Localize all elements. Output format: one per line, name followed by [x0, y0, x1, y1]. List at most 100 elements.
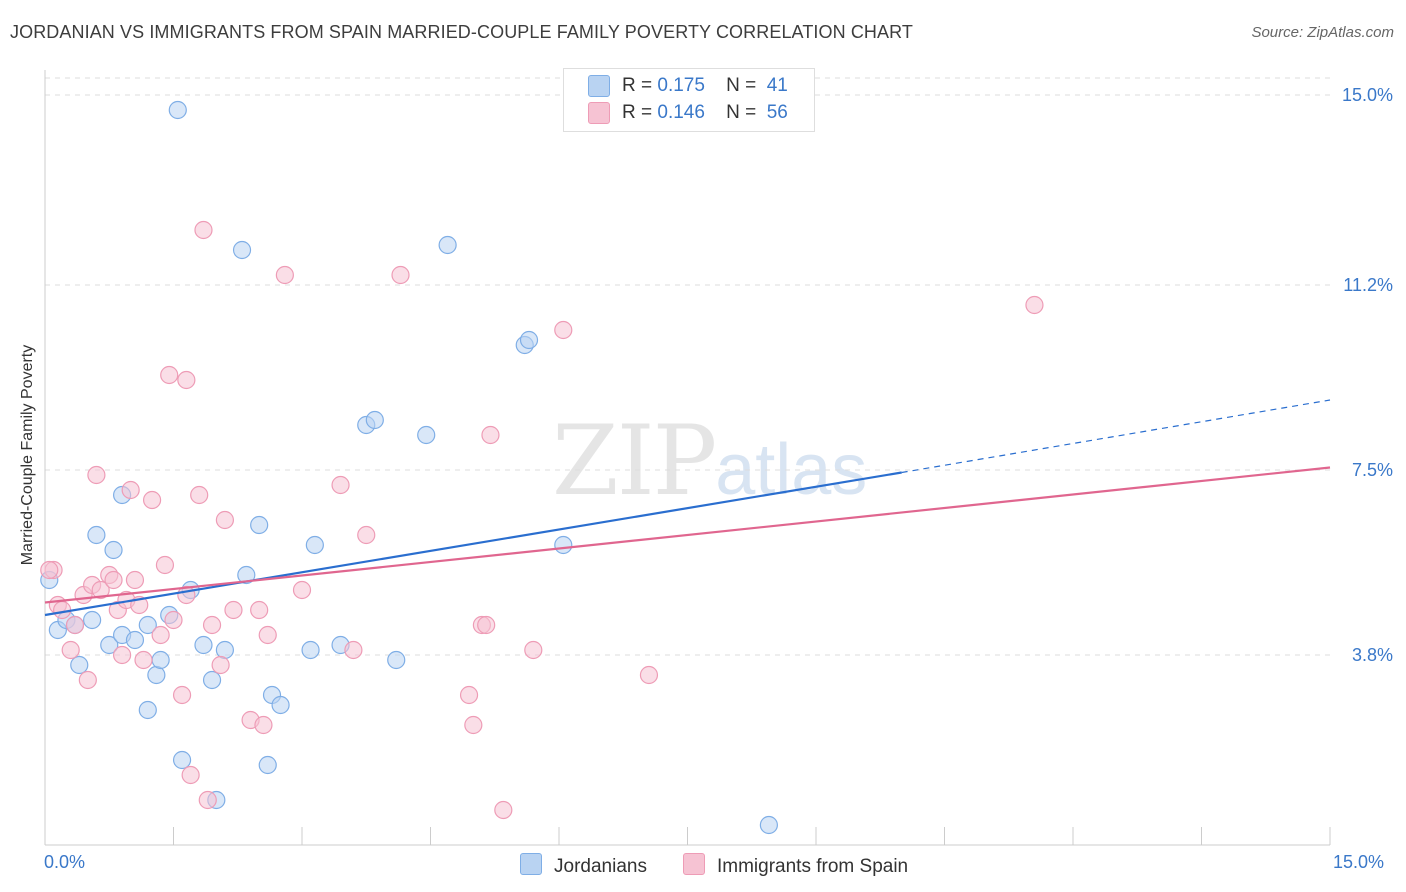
bottom-legend-swatch-pink — [683, 853, 705, 875]
pink-data-point — [172, 685, 192, 705]
pink-data-point — [134, 650, 153, 670]
pink-data-point — [331, 475, 350, 495]
pink-data-point — [65, 615, 85, 635]
legend-n-label: N = — [726, 102, 757, 124]
pink-data-point — [177, 370, 196, 390]
blue-data-point — [83, 610, 102, 630]
y-axis-label: Married-Couple Family Poverty — [19, 344, 36, 566]
pink-data-point — [494, 800, 513, 820]
blue-data-point — [271, 695, 290, 715]
y-tick-label: 3.8% — [1352, 645, 1393, 665]
pink-data-point — [459, 685, 479, 705]
bottom-legend-spain: Immigrants from Spain — [683, 853, 908, 878]
watermark: ZIPatlas — [552, 405, 867, 517]
pink-data-point — [121, 480, 140, 500]
pink-data-point — [40, 560, 59, 580]
x-tick-label-max: 15.0% — [1333, 852, 1385, 872]
blue-data-point — [232, 240, 252, 260]
blue-data-point — [417, 425, 436, 445]
legend-r-value: 0.175 — [657, 75, 705, 97]
pink-data-point — [202, 615, 222, 635]
blue-data-point — [554, 535, 573, 555]
bottom-legend-label: Immigrants from Spain — [717, 856, 909, 877]
legend: R = 0.175 N = 41 R = 0.146 N = 56 — [563, 68, 815, 132]
pink-data-point — [481, 425, 500, 445]
x-tick-label-min: 0.0% — [44, 852, 86, 872]
blue-data-point — [168, 100, 187, 120]
y-tick-label: 11.2% — [1343, 275, 1393, 295]
pink-data-point — [254, 715, 273, 735]
bottom-legend-jordanians: Jordanians — [520, 853, 647, 878]
pink-data-point — [125, 570, 145, 590]
pink-data-point — [91, 580, 110, 600]
blue-data-point — [104, 540, 123, 560]
pink-data-point — [104, 570, 123, 590]
legend-swatch-blue — [588, 75, 610, 97]
pink-data-point — [464, 715, 483, 735]
pink-data-point — [211, 655, 230, 675]
pink-data-point — [164, 610, 183, 630]
pink-data-point — [344, 640, 363, 660]
pink-data-point — [151, 625, 170, 645]
blue-data-point — [138, 615, 157, 635]
legend-row-jordanians: R = 0.175 N = 41 — [588, 75, 788, 99]
pink-data-point — [524, 640, 543, 660]
legend-r-value: 0.146 — [657, 102, 705, 124]
blue-data-point — [365, 410, 384, 430]
y-tick-label: 15.0% — [1342, 85, 1393, 105]
pink-data-point — [391, 265, 410, 285]
legend-n-value: 41 — [766, 75, 788, 97]
pink-data-point — [198, 790, 217, 810]
blue-data-point — [151, 650, 170, 670]
pink-data-point — [275, 265, 294, 285]
watermark-atlas: atlas — [715, 430, 868, 510]
blue-data-point — [387, 650, 406, 670]
pink-data-point — [224, 600, 243, 620]
blue-data-point — [147, 665, 166, 685]
legend-r-label: R = — [622, 75, 653, 97]
pink-data-point — [181, 765, 200, 785]
pink-data-point — [292, 580, 312, 600]
pink-data-point — [357, 525, 376, 545]
pink-data-point — [215, 510, 234, 530]
bottom-legend-swatch-blue — [520, 853, 542, 875]
pink-data-point — [1025, 295, 1044, 315]
pink-data-point — [155, 555, 175, 575]
blue-data-point — [172, 750, 192, 770]
blue-data-point — [759, 815, 778, 835]
blue-data-point — [250, 515, 269, 535]
blue-data-point — [519, 330, 539, 350]
blue-data-point — [138, 700, 157, 720]
blue-data-point — [202, 670, 222, 690]
pink-data-point — [142, 490, 162, 510]
legend-n-label: N = — [726, 75, 757, 97]
pink-data-point — [639, 665, 659, 685]
pink-trend-line — [44, 466, 1331, 604]
blue-data-point — [100, 635, 119, 655]
legend-row-spain: R = 0.146 N = 56 — [588, 102, 788, 126]
pink-data-point — [554, 320, 573, 340]
blue-data-point — [301, 640, 320, 660]
legend-n-value: 56 — [766, 102, 788, 124]
pink-data-point — [78, 670, 97, 690]
blue-data-point — [125, 630, 145, 650]
pink-data-point — [53, 600, 72, 620]
pink-data-point — [112, 645, 132, 665]
blue-data-point — [194, 635, 213, 655]
pink-data-point — [61, 640, 80, 660]
blue-trend-line — [44, 471, 902, 617]
pink-data-point — [250, 600, 269, 620]
pink-data-point — [190, 485, 209, 505]
y-tick-label: 7.5% — [1352, 460, 1393, 480]
blue-trend-extension — [901, 399, 1331, 474]
watermark-zip: ZIP — [552, 405, 717, 517]
legend-r-label: R = — [622, 102, 653, 124]
pink-data-point — [477, 615, 496, 635]
bottom-legend-label: Jordanians — [554, 856, 647, 877]
blue-data-point — [258, 755, 277, 775]
pink-data-point — [194, 220, 213, 240]
blue-data-point — [215, 640, 234, 660]
pink-data-point — [87, 465, 106, 485]
blue-data-point — [438, 235, 457, 255]
